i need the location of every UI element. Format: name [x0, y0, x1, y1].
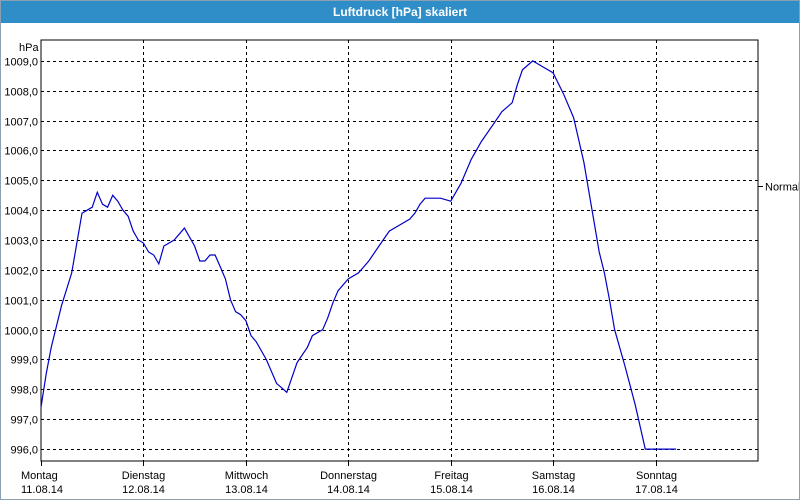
plot-area: 996,0 997,0 998,0 999,0 1000,0 1001,0 1002,0 10… — [1, 23, 799, 499]
x-tick-day: Sonntag — [636, 470, 677, 482]
y-tick-label: 1008,0 — [4, 87, 38, 99]
x-tick-date: 15.08.14 — [430, 484, 473, 496]
window-title: Luftdruck [hPa] skaliert — [1, 1, 799, 23]
y-axis-label: hPa — [19, 42, 39, 54]
y-tick-label: 999,0 — [10, 355, 38, 367]
x-tick-day: Samstag — [532, 470, 575, 482]
x-tick-day: Mittwoch — [225, 470, 268, 482]
normal-label: Normal — [765, 182, 799, 194]
plot-frame — [40, 39, 759, 462]
y-tick-label: 1004,0 — [4, 206, 38, 218]
x-tick-day: Freitag — [434, 470, 468, 482]
line-chart: 996,0 997,0 998,0 999,0 1000,0 1001,0 1002,0 10… — [4, 39, 799, 496]
y-tick-label: 1003,0 — [4, 236, 38, 248]
pressure-line — [40, 60, 677, 450]
y-tick-label: 1007,0 — [4, 117, 38, 129]
x-tick-date: 14.08.14 — [327, 484, 370, 496]
x-tick-day: Montag — [21, 470, 58, 482]
x-tick-date: 17.08.14 — [635, 484, 678, 496]
x-tick-date: 16.08.14 — [532, 484, 575, 496]
y-tick-label: 998,0 — [10, 385, 38, 397]
x-tick-date: 13.08.14 — [225, 484, 268, 496]
y-tick-label: 1005,0 — [4, 176, 38, 188]
y-tick-label: 1001,0 — [4, 296, 38, 308]
x-tick-date: 12.08.14 — [122, 484, 165, 496]
y-tick-label: 997,0 — [10, 415, 38, 427]
y-tick-label: 1000,0 — [4, 326, 38, 338]
x-tick-day: Dienstag — [122, 470, 165, 482]
y-tick-label: 1009,0 — [4, 57, 38, 69]
y-tick-label: 1002,0 — [4, 266, 38, 278]
y-tick-label: 1006,0 — [4, 146, 38, 158]
y-tick-label: 996,0 — [10, 445, 38, 457]
x-tick-date: 11.08.14 — [21, 484, 63, 496]
x-tick-day: Donnerstag — [320, 470, 377, 482]
